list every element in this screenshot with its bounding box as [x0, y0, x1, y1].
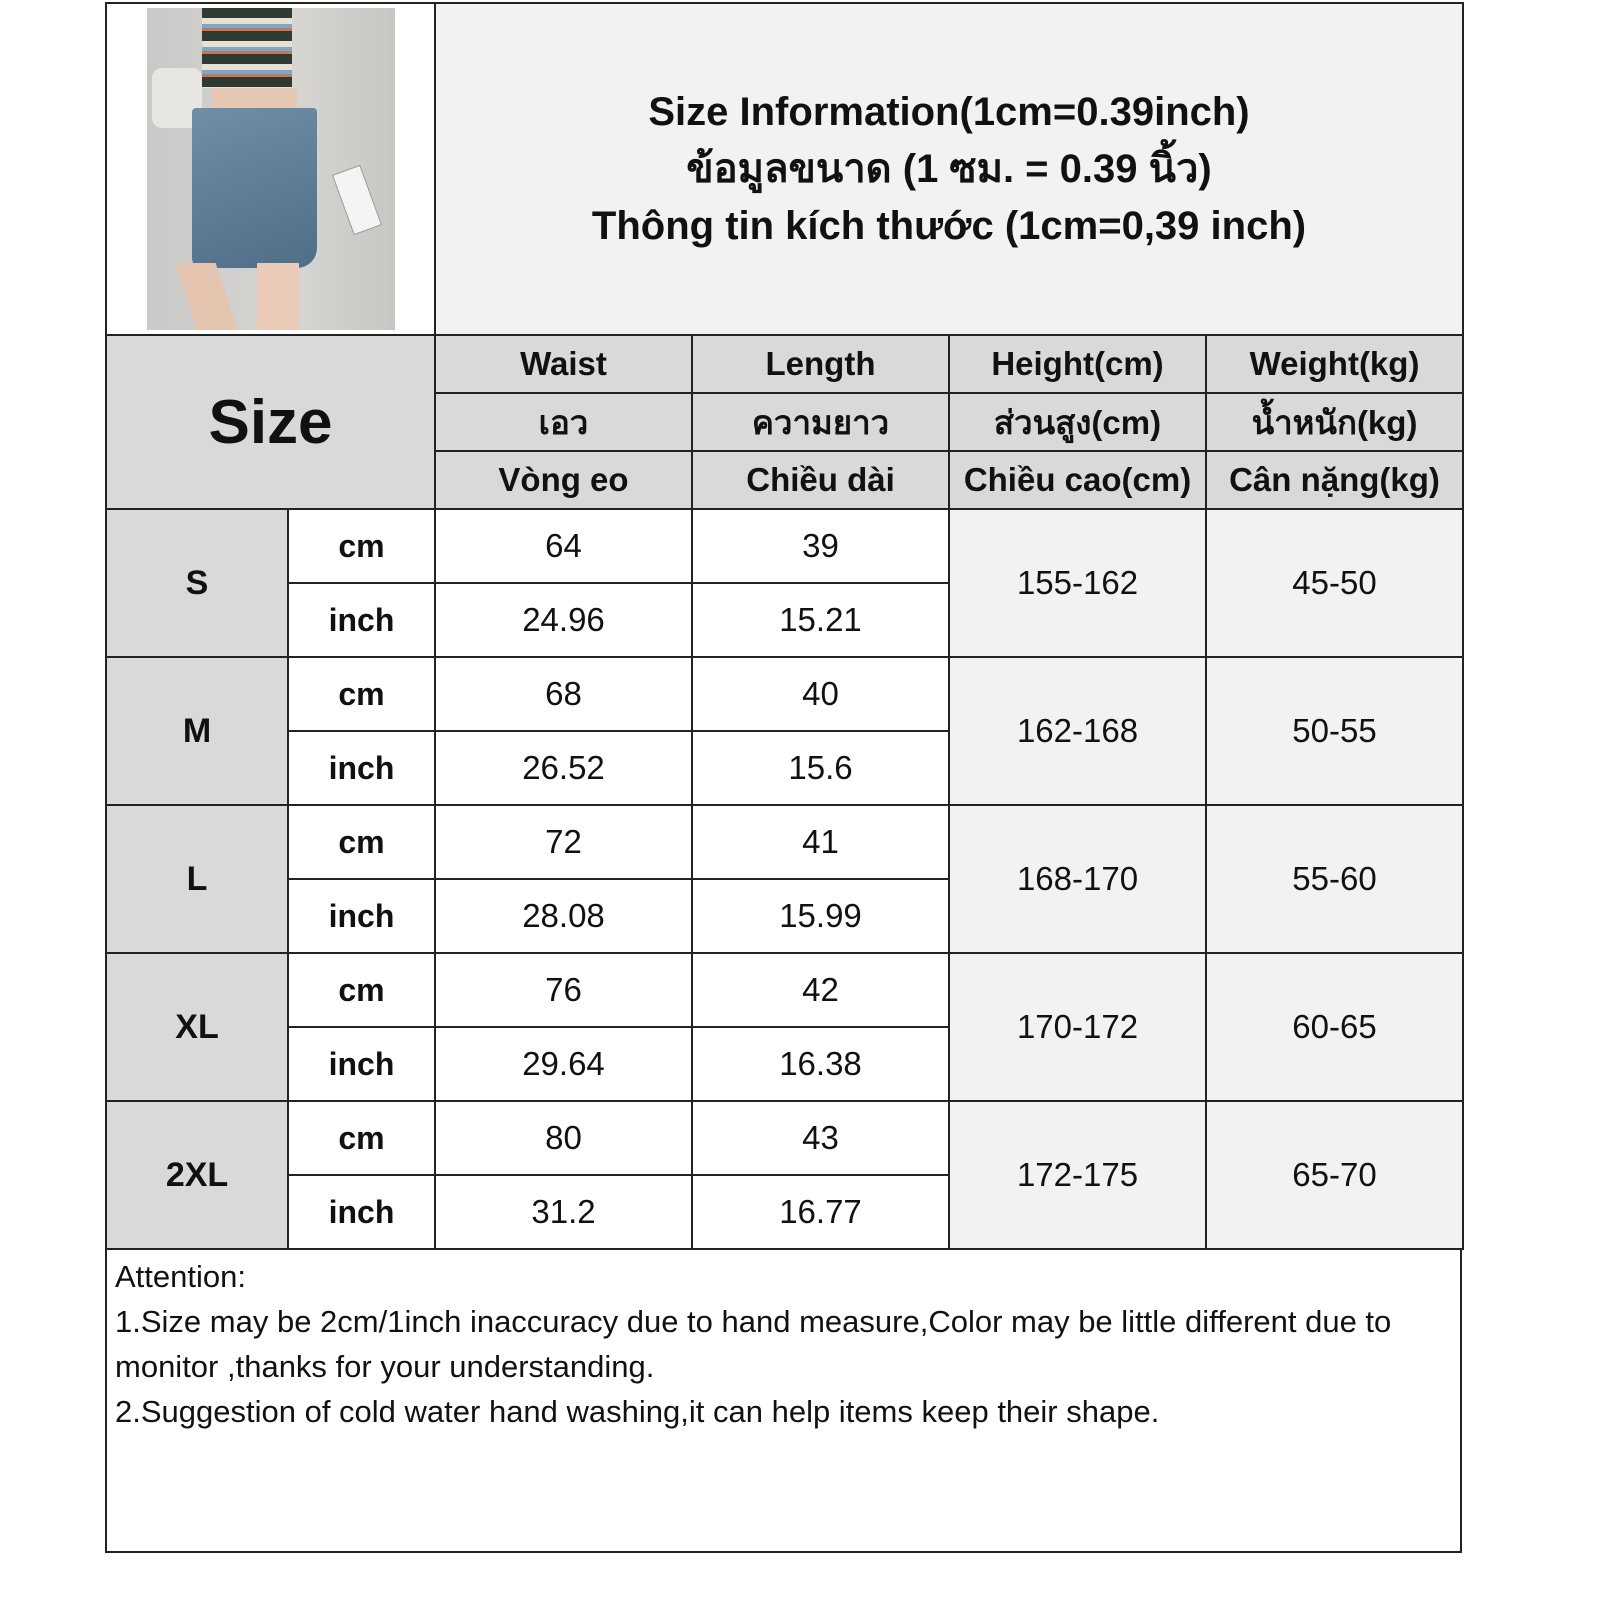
unit-cm: cm: [287, 508, 436, 584]
size-label: L: [105, 804, 289, 954]
col-length-th: ความยาว: [691, 392, 950, 452]
weight-range: 50-55: [1205, 656, 1464, 806]
size-label: M: [105, 656, 289, 806]
length-cm: 39: [691, 508, 950, 584]
col-waist-en: Waist: [434, 334, 693, 394]
size-row-inch: inch 24.96 15.21: [106, 582, 1463, 658]
size-row-inch: inch 26.52 15.6: [106, 730, 1463, 806]
length-inch: 15.99: [691, 878, 950, 954]
height-range: 155-162: [948, 508, 1207, 658]
waist-cm: 80: [434, 1100, 693, 1176]
col-length-vi: Chiều dài: [691, 450, 950, 510]
weight-range: 65-70: [1205, 1100, 1464, 1250]
height-range: 168-170: [948, 804, 1207, 954]
length-cm: 42: [691, 952, 950, 1028]
waist-inch: 24.96: [434, 582, 693, 658]
col-waist-th: เอว: [434, 392, 693, 452]
weight-range: 45-50: [1205, 508, 1464, 658]
col-weight-vi: Cân nặng(kg): [1205, 450, 1464, 510]
unit-cm: cm: [287, 804, 436, 880]
title-thai: ข้อมูลขนาด (1 ซม. = 0.39 นิ้ว): [686, 146, 1212, 191]
col-weight-en: Weight(kg): [1205, 334, 1464, 394]
length-inch: 16.38: [691, 1026, 950, 1102]
attention-note-1: 1.Size may be 2cm/1inch inaccuracy due t…: [115, 1304, 1392, 1384]
size-label: XL: [105, 952, 289, 1102]
length-inch: 15.21: [691, 582, 950, 658]
length-cm: 41: [691, 804, 950, 880]
length-cm: 40: [691, 656, 950, 732]
height-range: 172-175: [948, 1100, 1207, 1250]
size-row-cm: 2XL cm 80 43 172-175 65-70: [105, 1100, 1464, 1250]
weight-range: 55-60: [1205, 804, 1464, 954]
waist-inch: 31.2: [434, 1174, 693, 1250]
unit-cm: cm: [287, 952, 436, 1028]
product-photo: [146, 8, 395, 330]
size-row-inch: inch 29.64 16.38: [106, 1026, 1463, 1102]
unit-inch: inch: [287, 878, 436, 954]
col-height-vi: Chiều cao(cm): [948, 450, 1207, 510]
size-label: 2XL: [105, 1100, 289, 1250]
size-chart: Size Information(1cm=0.39inch) ข้อมูลขนา…: [105, 2, 1464, 1553]
col-length-en: Length: [691, 334, 950, 394]
size-row-cm: XL cm 76 42 170-172 60-65: [105, 952, 1464, 1102]
size-label: S: [105, 508, 289, 658]
attention-heading: Attention:: [115, 1259, 246, 1294]
col-waist-vi: Vòng eo: [434, 450, 693, 510]
unit-inch: inch: [287, 582, 436, 658]
waist-cm: 64: [434, 508, 693, 584]
waist-inch: 28.08: [434, 878, 693, 954]
waist-cm: 68: [434, 656, 693, 732]
weight-range: 60-65: [1205, 952, 1464, 1102]
size-information-title: Size Information(1cm=0.39inch) ข้อมูลขนา…: [434, 2, 1464, 336]
height-range: 162-168: [948, 656, 1207, 806]
size-row-inch: inch 31.2 16.77: [106, 1174, 1463, 1250]
length-inch: 16.77: [691, 1174, 950, 1250]
product-photo-cell: [105, 2, 436, 336]
unit-inch: inch: [287, 1026, 436, 1102]
col-height-th: ส่วนสูง(cm): [948, 392, 1207, 452]
title-vietnamese: Thông tin kích thước (1cm=0,39 inch): [591, 203, 1307, 248]
height-range: 170-172: [948, 952, 1207, 1102]
unit-inch: inch: [287, 730, 436, 806]
attention-notes: Attention: 1.Size may be 2cm/1inch inacc…: [105, 1250, 1462, 1553]
col-height-en: Height(cm): [948, 334, 1207, 394]
size-table: Size Information(1cm=0.39inch) ข้อมูลขนา…: [105, 2, 1464, 1250]
unit-cm: cm: [287, 656, 436, 732]
waist-cm: 76: [434, 952, 693, 1028]
waist-inch: 29.64: [434, 1026, 693, 1102]
title-english: Size Information(1cm=0.39inch): [648, 89, 1250, 134]
waist-cm: 72: [434, 804, 693, 880]
length-cm: 43: [691, 1100, 950, 1176]
attention-note-2: 2.Suggestion of cold water hand washing,…: [115, 1394, 1160, 1429]
waist-inch: 26.52: [434, 730, 693, 806]
unit-inch: inch: [287, 1174, 436, 1250]
length-inch: 15.6: [691, 730, 950, 806]
size-row-inch: inch 28.08 15.99: [106, 878, 1463, 954]
unit-cm: cm: [287, 1100, 436, 1176]
size-header: Size: [105, 334, 436, 510]
col-weight-th: น้ำหนัก(kg): [1205, 392, 1464, 452]
